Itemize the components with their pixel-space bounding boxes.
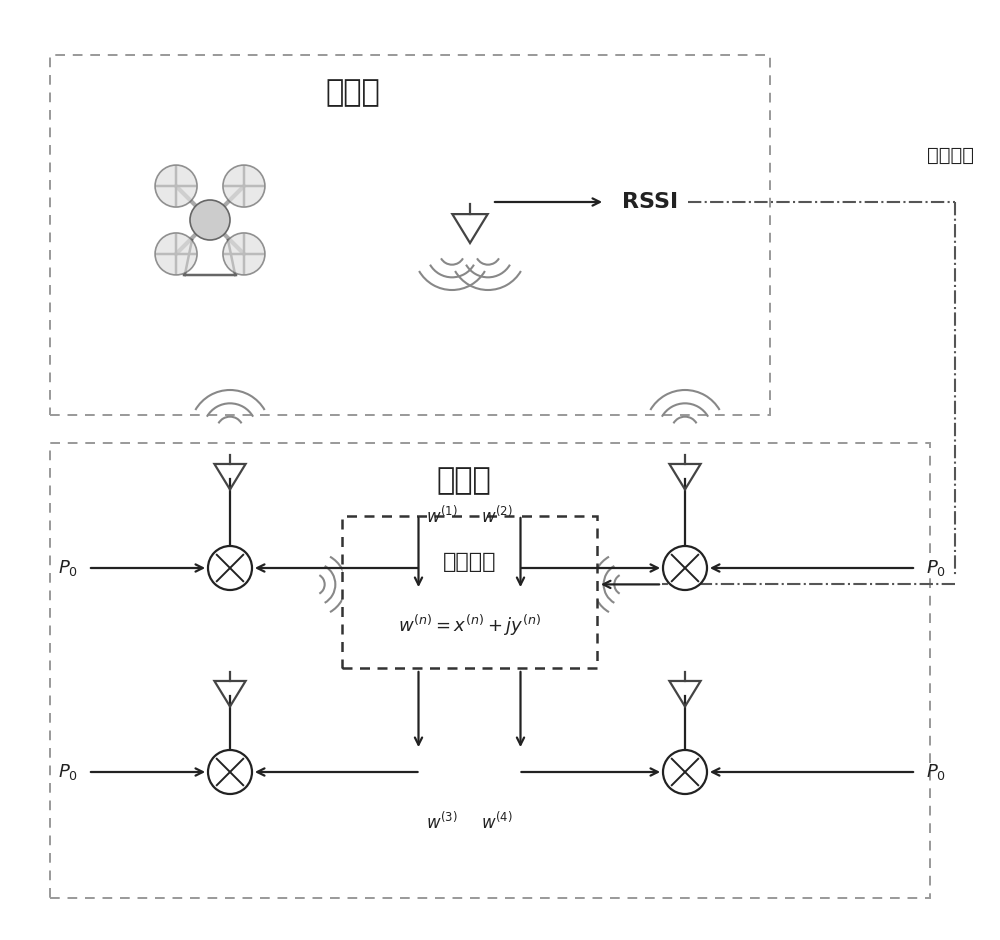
Bar: [50, 443, 930, 898]
Circle shape: [663, 750, 707, 794]
Text: $w^{(4)}$: $w^{(4)}$: [481, 811, 512, 833]
Text: 无线反馈: 无线反馈: [926, 146, 974, 164]
Text: $P_0$: $P_0$: [58, 558, 78, 578]
Circle shape: [155, 165, 197, 207]
Text: RSSI: RSSI: [622, 192, 678, 212]
Text: 接收端: 接收端: [325, 79, 380, 107]
Circle shape: [223, 233, 265, 274]
Circle shape: [208, 546, 252, 590]
Bar: [50, 55, 770, 415]
Circle shape: [190, 200, 230, 240]
Text: $w^{(n)}=x^{(n)}+jy^{(n)}$: $w^{(n)}=x^{(n)}+jy^{(n)}$: [398, 613, 541, 638]
Circle shape: [663, 546, 707, 590]
Bar: [342, 516, 597, 668]
Text: $w^{(2)}$: $w^{(2)}$: [481, 506, 512, 526]
Text: $w^{(3)}$: $w^{(3)}$: [426, 811, 458, 833]
Text: 权重向量: 权重向量: [443, 552, 496, 572]
Circle shape: [155, 233, 197, 274]
Text: $P_0$: $P_0$: [58, 762, 78, 782]
Text: $P_0$: $P_0$: [926, 762, 946, 782]
Text: $P_0$: $P_0$: [926, 558, 946, 578]
Text: 发送端: 发送端: [436, 466, 491, 495]
Circle shape: [208, 750, 252, 794]
Text: $w^{(1)}$: $w^{(1)}$: [426, 506, 458, 526]
Circle shape: [223, 165, 265, 207]
